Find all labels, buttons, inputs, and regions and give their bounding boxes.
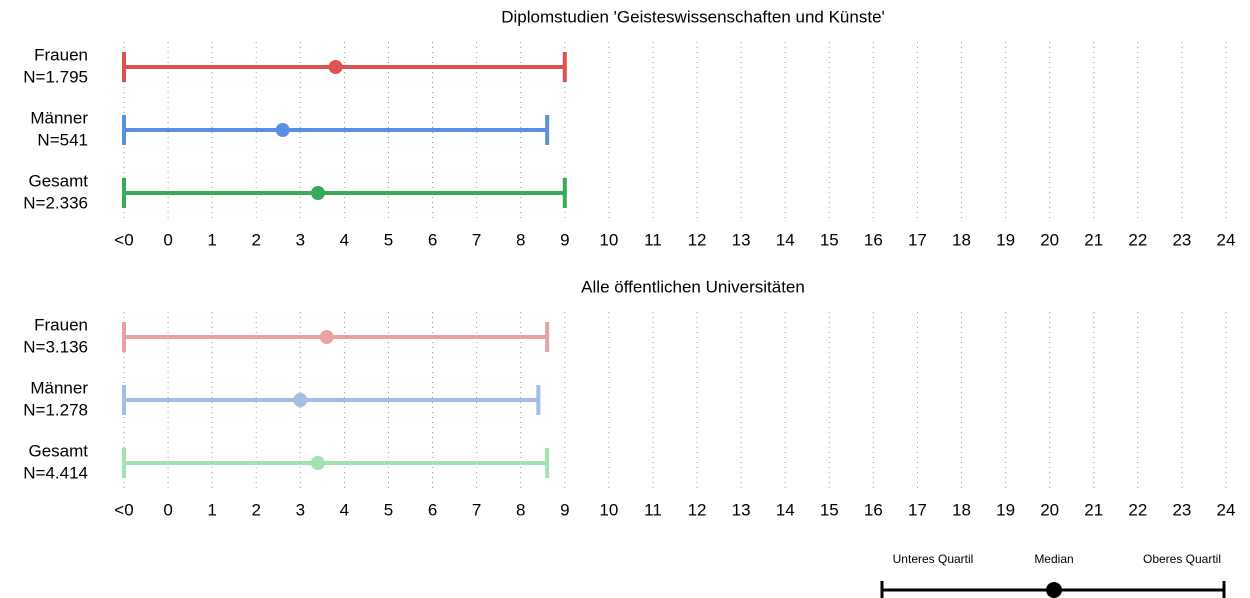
median-dot bbox=[310, 456, 325, 470]
x-tick-label: 3 bbox=[296, 230, 305, 249]
x-tick-label: 9 bbox=[560, 500, 569, 519]
x-tick-label: 0 bbox=[163, 230, 172, 249]
median-dot bbox=[319, 330, 334, 344]
median-dot bbox=[310, 186, 325, 200]
x-tick-label: 13 bbox=[732, 230, 751, 249]
x-tick-label: 11 bbox=[644, 230, 662, 249]
x-tick-label: 0 bbox=[163, 500, 172, 519]
x-tick-label: 14 bbox=[776, 500, 795, 519]
x-tick-label: 22 bbox=[1128, 230, 1147, 249]
x-tick-label: 10 bbox=[599, 230, 618, 249]
x-tick-label: 14 bbox=[776, 230, 795, 249]
row-label: Männer bbox=[30, 108, 88, 127]
x-tick-label: 19 bbox=[996, 500, 1015, 519]
x-tick-label: 20 bbox=[1040, 500, 1059, 519]
x-tick-label: 6 bbox=[428, 500, 437, 519]
x-tick-label: 21 bbox=[1084, 230, 1103, 249]
x-tick-label: 21 bbox=[1084, 500, 1103, 519]
x-tick-label: 15 bbox=[820, 230, 839, 249]
x-tick-label: 17 bbox=[908, 500, 927, 519]
x-tick-label: 5 bbox=[384, 500, 393, 519]
x-tick-label: 4 bbox=[340, 500, 349, 519]
x-tick-label: 24 bbox=[1217, 230, 1236, 249]
x-tick-label: 1 bbox=[207, 230, 216, 249]
legend-label: Unteres Quartil bbox=[893, 552, 974, 566]
legend-dot bbox=[1046, 582, 1062, 598]
x-tick-label: 18 bbox=[952, 500, 971, 519]
x-tick-label: 17 bbox=[908, 230, 927, 249]
x-tick-label: 23 bbox=[1172, 230, 1191, 249]
x-tick-label: 9 bbox=[560, 230, 569, 249]
x-tick-label: 22 bbox=[1128, 500, 1147, 519]
x-tick-label: 5 bbox=[384, 230, 393, 249]
row-label: Gesamt bbox=[28, 171, 88, 190]
x-tick-label: 6 bbox=[428, 230, 437, 249]
chart-title: Diplomstudien 'Geisteswissenschaften und… bbox=[501, 7, 885, 26]
chart-title: Alle öffentlichen Universitäten bbox=[581, 277, 805, 296]
x-tick-label: <0 bbox=[114, 500, 133, 519]
row-label: Gesamt bbox=[28, 441, 88, 460]
x-tick-label: 1 bbox=[207, 500, 216, 519]
x-tick-label: 10 bbox=[599, 500, 618, 519]
x-tick-label: 8 bbox=[516, 230, 525, 249]
x-tick-label: 12 bbox=[688, 230, 707, 249]
x-tick-label: 19 bbox=[996, 230, 1015, 249]
x-tick-label: 2 bbox=[252, 230, 261, 249]
x-tick-label: 12 bbox=[688, 500, 707, 519]
x-tick-label: 18 bbox=[952, 230, 971, 249]
median-dot bbox=[328, 60, 343, 74]
row-n-label: N=3.136 bbox=[23, 337, 88, 356]
x-tick-label: 13 bbox=[732, 500, 751, 519]
x-tick-label: 20 bbox=[1040, 230, 1059, 249]
median-dot bbox=[293, 393, 308, 407]
row-n-label: N=541 bbox=[37, 130, 88, 149]
x-tick-label: 7 bbox=[472, 500, 481, 519]
row-n-label: N=4.414 bbox=[23, 463, 88, 482]
row-label: Frauen bbox=[34, 45, 88, 64]
median-dot bbox=[275, 123, 290, 137]
x-tick-label: 24 bbox=[1217, 500, 1236, 519]
x-tick-label: 3 bbox=[296, 500, 305, 519]
x-tick-label: <0 bbox=[114, 230, 133, 249]
x-tick-label: 7 bbox=[472, 230, 481, 249]
row-n-label: N=1.278 bbox=[23, 400, 88, 419]
x-tick-label: 15 bbox=[820, 500, 839, 519]
legend-label: Oberes Quartil bbox=[1143, 552, 1221, 566]
row-label: Frauen bbox=[34, 315, 88, 334]
x-tick-label: 16 bbox=[864, 230, 883, 249]
x-tick-label: 8 bbox=[516, 500, 525, 519]
row-label: Männer bbox=[30, 378, 88, 397]
row-n-label: N=2.336 bbox=[23, 193, 88, 212]
legend-label: Median bbox=[1034, 552, 1073, 566]
x-tick-label: 2 bbox=[252, 500, 261, 519]
x-tick-label: 11 bbox=[644, 500, 662, 519]
row-n-label: N=1.795 bbox=[23, 67, 88, 86]
x-tick-label: 16 bbox=[864, 500, 883, 519]
x-tick-label: 23 bbox=[1172, 500, 1191, 519]
x-tick-label: 4 bbox=[340, 230, 349, 249]
